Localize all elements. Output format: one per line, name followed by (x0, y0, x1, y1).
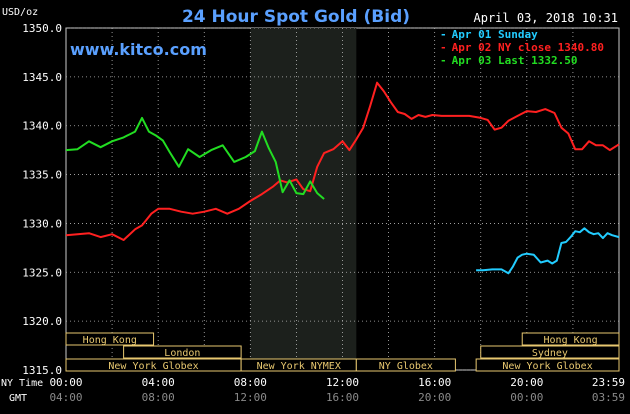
session-label: New York Globex (108, 361, 198, 372)
legend-label-close: Apr 02 NY close 1340.80 (452, 41, 604, 54)
legend-item-sunday: - Apr 01 Sunday (440, 28, 538, 41)
session-new-york-globex: New York Globex (475, 358, 620, 372)
grid-lines (66, 27, 619, 371)
x-tick-label-ny: 20:00 (510, 376, 543, 389)
session-label: New York Globex (502, 361, 592, 372)
legend-label-last: Apr 03 Last 1332.50 (452, 54, 578, 67)
y-tick-label: 1350.0 (22, 22, 62, 35)
y-tick-label: 1345.0 (22, 71, 62, 84)
legend-item-close: - Apr 02 NY close 1340.80 (440, 41, 604, 54)
y-axis-label: USD/oz (2, 7, 38, 18)
session-hong-kong: Hong Kong (521, 332, 620, 346)
x-tick-label-ny: 12:00 (326, 376, 359, 389)
x-tick-label-ny: 00:00 (49, 376, 82, 389)
x-tick-label-gmt: 04:00 (49, 391, 82, 404)
session-sydney: Sydney (480, 345, 620, 359)
session-box (521, 332, 620, 346)
axis-labels: 1350.0 1345.0 1340.0 1335.0 1330.0 1325.0 1320… (22, 22, 625, 404)
y-tick-label: 1340.0 (22, 120, 62, 133)
session-new-york-nymex: New York NYMEX (240, 358, 357, 372)
session-new-york-globex: New York Globex (65, 358, 242, 372)
session-hong-kong: Hong Kong (65, 332, 155, 346)
session-box (480, 345, 620, 359)
x-tick-label-gmt: 20:00 (418, 391, 451, 404)
x-tick-label-gmt: 08:00 (142, 391, 175, 404)
y-tick-label: 1325.0 (22, 266, 62, 279)
session-label: Sydney (532, 348, 568, 359)
x-tick-label-ny: 08:00 (234, 376, 267, 389)
series-line-2 (65, 116, 325, 200)
session-box (475, 358, 620, 372)
series-line-1 (65, 81, 620, 241)
market-sessions: Hong Kong London New York Globex New York N… (65, 332, 620, 372)
gmt-row-label: GMT (9, 393, 27, 404)
x-tick-label-gmt: 16:00 (326, 391, 359, 404)
y-tick-label: 1330.0 (22, 217, 62, 230)
x-tick-label-ny: 16:00 (418, 376, 451, 389)
website-watermark[interactable]: www.kitco.com (70, 40, 207, 59)
x-tick-label-gmt: 12:00 (234, 391, 267, 404)
series-lines (65, 81, 620, 275)
session-label: Hong Kong (544, 335, 598, 346)
session-ny-globex: NY Globex (355, 358, 456, 372)
chart-title: 24 Hour Spot Gold (Bid) (182, 7, 410, 27)
session-london: London (123, 345, 242, 359)
timestamp: April 03, 2018 10:31 (474, 11, 619, 25)
x-tick-label-ny: 23:59 (592, 376, 625, 389)
highlight-band (250, 28, 357, 370)
legend-label-sunday: Apr 01 Sunday (452, 28, 538, 41)
y-tick-label: 1320.0 (22, 315, 62, 328)
x-tick-label-gmt: 03:59 (592, 391, 625, 404)
session-label: New York NYMEX (257, 361, 341, 372)
session-label: Hong Kong (83, 335, 137, 346)
x-tick-label-ny: 04:00 (142, 376, 175, 389)
session-label: London (164, 348, 200, 359)
session-box (123, 345, 242, 359)
series-line-0 (476, 227, 620, 275)
y-tick-label: 1315.0 (22, 364, 62, 377)
y-tick-label: 1335.0 (22, 169, 62, 182)
x-tick-label-gmt: 00:00 (510, 391, 543, 404)
session-box (65, 332, 155, 346)
legend: - Apr 01 Sunday - Apr 02 NY close 1340.80 … (440, 28, 604, 67)
ny-time-row-label: NY Time (1, 378, 43, 389)
session-label: NY Globex (379, 361, 433, 372)
session-box (355, 358, 456, 372)
legend-item-last: - Apr 03 Last 1332.50 (440, 54, 577, 67)
